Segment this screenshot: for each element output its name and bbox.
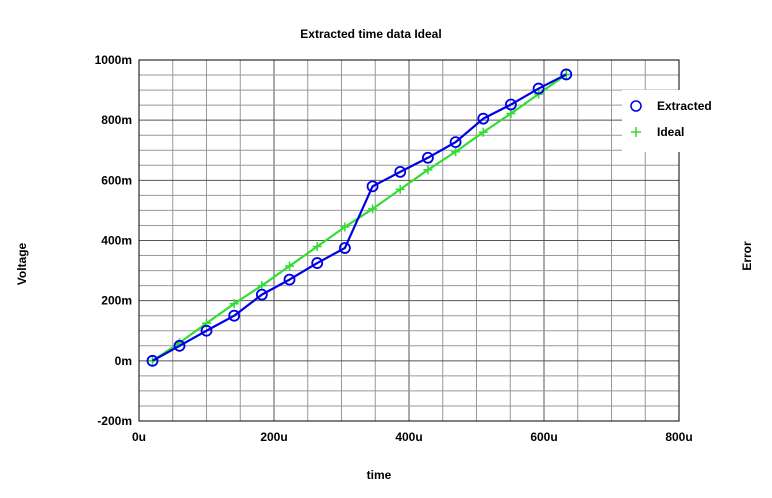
tick-labels: 0u 200u 400u 600u 800u -200m 0m 200m 400m 600m 800… — [95, 53, 693, 444]
point-extracted — [311, 257, 324, 269]
point-ideal — [285, 261, 295, 271]
point-extracted — [283, 273, 296, 286]
point-extracted — [477, 112, 490, 125]
chart-title: Extracted time data Ideal — [300, 27, 441, 41]
y2-axis-label: Error — [740, 241, 754, 271]
point-ideal — [312, 242, 322, 252]
x-tick-label: 200u — [260, 430, 287, 444]
legend-label-extracted: Extracted — [657, 99, 712, 113]
point-extracted — [532, 82, 545, 95]
y-tick-label: 800m — [101, 113, 132, 127]
legend-label-ideal: Ideal — [657, 125, 684, 139]
x-tick-label: 400u — [395, 430, 422, 444]
legend-box — [622, 90, 730, 152]
point-extracted — [560, 68, 573, 81]
series-line-extracted — [151, 73, 567, 362]
point-extracted — [366, 180, 379, 193]
y-axis-label: Voltage — [15, 242, 29, 285]
grid — [139, 60, 679, 421]
point-extracted — [505, 98, 517, 111]
y-tick-label: 0m — [115, 354, 132, 368]
x-axis-label: time — [367, 468, 392, 482]
point-extracted — [394, 166, 407, 178]
x-tick-label: 800u — [665, 430, 692, 444]
y-tick-label: -200m — [97, 414, 132, 428]
point-extracted — [421, 151, 434, 164]
point-ideal — [451, 147, 461, 157]
x-tick-label: 600u — [530, 430, 557, 444]
point-ideal — [257, 281, 267, 291]
point-ideal — [506, 109, 516, 119]
point-ideal — [368, 204, 378, 214]
point-ideal — [229, 299, 239, 309]
y-tick-label: 400m — [101, 234, 132, 248]
point-extracted — [255, 288, 268, 301]
y-tick-label: 600m — [101, 173, 132, 187]
point-extracted — [228, 309, 241, 322]
x-tick-label: 0u — [132, 430, 146, 444]
series-layer — [146, 68, 573, 367]
point-extracted — [449, 136, 462, 149]
legend: Extracted Ideal — [622, 90, 730, 152]
y-tick-label: 200m — [101, 294, 132, 308]
point-ideal — [423, 165, 433, 175]
y-tick-label: 1000m — [95, 53, 132, 67]
point-extracted — [173, 339, 186, 352]
point-ideal — [395, 184, 405, 194]
point-extracted — [146, 354, 159, 367]
plot-frame — [138, 59, 680, 422]
point-ideal — [340, 222, 350, 232]
point-extracted — [200, 324, 213, 337]
point-ideal — [478, 127, 488, 137]
legend-circle-marker — [630, 100, 642, 112]
point-extracted — [338, 242, 351, 254]
